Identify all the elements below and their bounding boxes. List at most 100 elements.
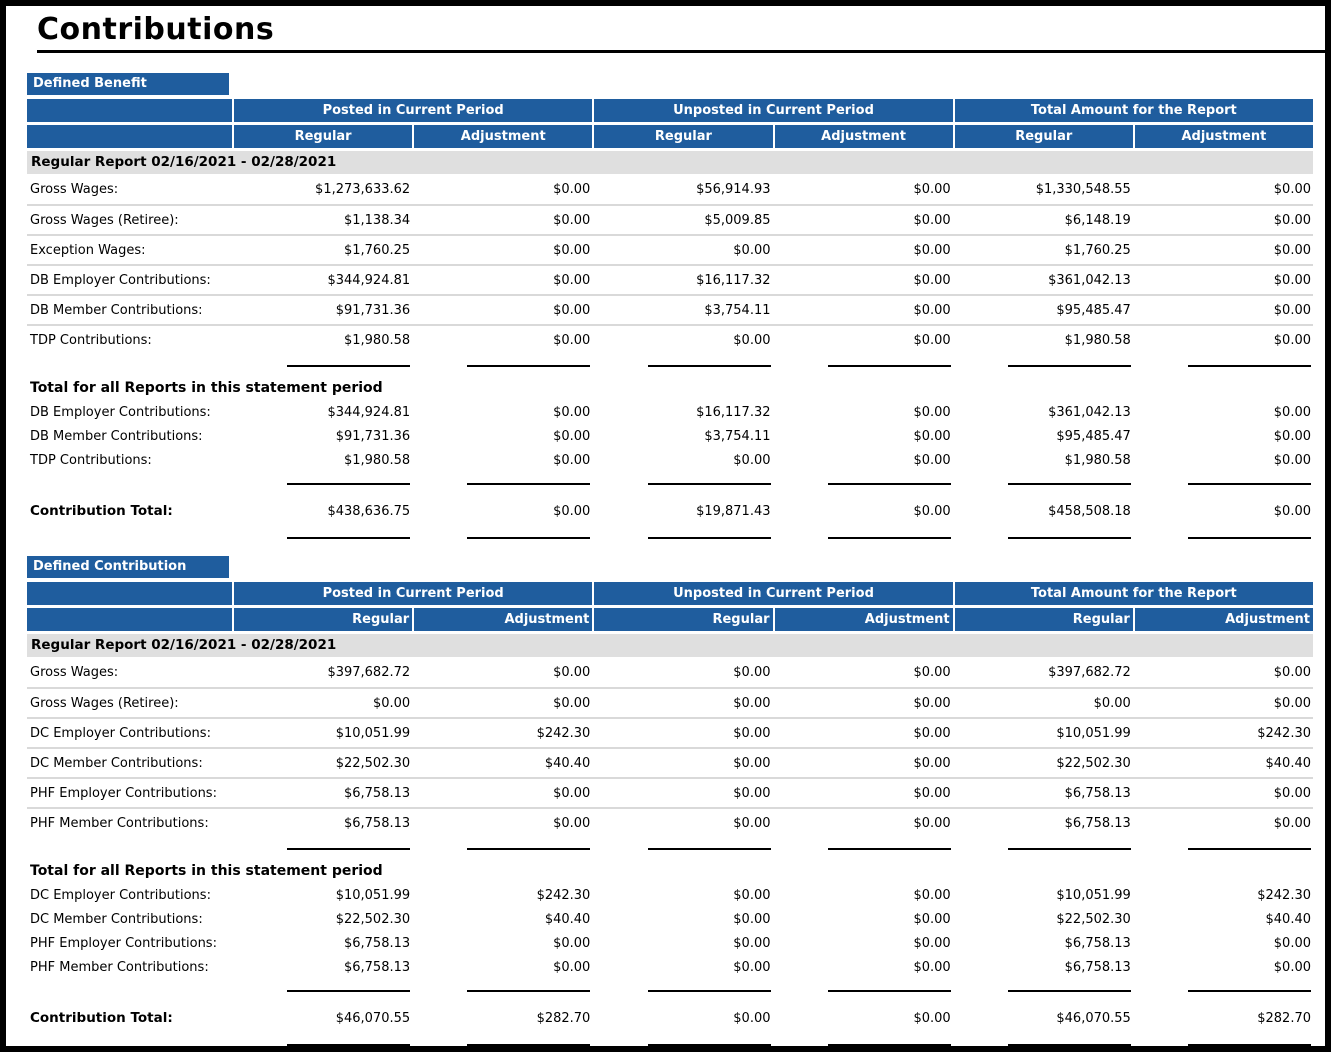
header-blank-cell (27, 582, 232, 605)
amount-cell: $0.00 (1273, 935, 1311, 951)
amount-cell: $0.00 (1273, 664, 1311, 680)
column-subheader: Adjustment (774, 608, 953, 631)
amount-cell: $46,070.55 (335, 1010, 411, 1026)
amount-cell: $91,731.36 (335, 428, 411, 444)
amount-cell: $0.00 (913, 272, 951, 288)
subtotal-rule-row (27, 354, 1313, 378)
amount-cell: $6,758.13 (1064, 815, 1131, 831)
amount-underline (232, 1033, 412, 1046)
amount-underline (1133, 472, 1313, 496)
column-subheader: Adjustment (414, 608, 593, 631)
header-blank-cell (27, 608, 232, 631)
amount-cell: $0.00 (1273, 428, 1311, 444)
table-row: Contribution Total: $438,636.75 $0.00 $19,8… (27, 496, 1313, 526)
row-label: Gross Wages: (30, 181, 119, 197)
amount-cell: $0.00 (913, 332, 951, 348)
amount-underline (773, 472, 953, 496)
amount-cell: $0.00 (913, 302, 951, 318)
amount-cell: $0.00 (553, 935, 591, 951)
report-period-band: Regular Report 02/16/2021 - 02/28/2021 (27, 634, 1313, 657)
amount-underline (773, 1033, 953, 1046)
row-label: DC Employer Contributions: (30, 887, 211, 903)
amount-cell: $46,070.55 (1056, 1010, 1131, 1026)
amount-cell: $0.00 (1273, 212, 1311, 228)
row-label: DB Employer Contributions: (30, 272, 211, 288)
rule-blank-cell (27, 1033, 232, 1046)
table-row: DB Employer Contributions: $344,924.81 $0.… (27, 264, 1313, 294)
amount-cell: $0.00 (372, 695, 411, 711)
amount-cell: $91,731.36 (335, 302, 411, 318)
row-label: Exception Wages: (30, 242, 146, 258)
table-header: Posted in Current Period Unposted in Cur… (27, 99, 1313, 148)
amount-cell: $0.00 (1273, 302, 1311, 318)
amount-cell: $397,682.72 (1048, 664, 1131, 680)
amount-cell: $0.00 (733, 664, 771, 680)
amount-underline (1133, 979, 1313, 1003)
section-title-bar: Defined Benefit (27, 73, 229, 95)
amount-underline (1133, 837, 1313, 861)
amount-cell: $1,273,633.62 (315, 181, 411, 197)
amount-underline (412, 1033, 592, 1046)
page-title: Contributions (37, 12, 275, 47)
report-period-band: Regular Report 02/16/2021 - 02/28/2021 (27, 151, 1313, 174)
amount-cell: $0.00 (913, 935, 951, 951)
detail-rows: Gross Wages: $397,682.72 $0.00 $0.00 $0.00 $3… (27, 657, 1313, 837)
section-title: Defined Benefit (33, 76, 147, 91)
amount-cell: $0.00 (1273, 959, 1311, 975)
amount-cell: $22,502.30 (335, 911, 411, 927)
amount-cell: $0.00 (1273, 242, 1311, 258)
amount-cell: $16,117.32 (696, 404, 771, 420)
column-subheader: Regular (594, 125, 773, 148)
row-label: TDP Contributions: (30, 452, 152, 468)
report-section: Defined Contribution Posted in Current P… (27, 556, 1313, 1046)
amount-underline (592, 979, 772, 1003)
table-row: DB Member Contributions: $91,731.36 $0.00 $… (27, 294, 1313, 324)
sections: Defined Benefit Posted in Current Period… (27, 73, 1313, 1046)
amount-underline (592, 837, 772, 861)
row-label: DB Employer Contributions: (30, 404, 211, 420)
amount-cell: $0.00 (1093, 695, 1131, 711)
table-row: DB Member Contributions: $91,731.36 $0.00 $… (27, 424, 1313, 448)
table-row: Gross Wages (Retiree): $1,138.34 $0.00 $5,0… (27, 204, 1313, 234)
amount-cell: $0.00 (913, 428, 951, 444)
amount-cell: $361,042.13 (1048, 272, 1131, 288)
amount-cell: $6,758.13 (1064, 935, 1131, 951)
amount-cell: $0.00 (553, 272, 591, 288)
column-subheader: Adjustment (1134, 125, 1313, 148)
report-section: Defined Benefit Posted in Current Period… (27, 73, 1313, 550)
table-row: DC Member Contributions: $22,502.30 $40.40… (27, 747, 1313, 777)
row-label: PHF Member Contributions: (30, 959, 209, 975)
amount-cell: $40.40 (1265, 755, 1312, 771)
totals-heading: Total for all Reports in this statement … (30, 863, 383, 879)
amount-cell: $397,682.72 (327, 664, 411, 680)
column-subheader: Adjustment (774, 125, 953, 148)
row-label: PHF Employer Contributions: (30, 785, 217, 801)
amount-cell: $22,502.30 (1056, 911, 1131, 927)
amount-cell: $0.00 (913, 452, 951, 468)
column-group-header: Posted in Current Period (234, 99, 593, 122)
amount-cell: $0.00 (1273, 181, 1311, 197)
amount-cell: $0.00 (733, 695, 771, 711)
amount-cell: $0.00 (553, 959, 591, 975)
amount-cell: $22,502.30 (335, 755, 411, 771)
amount-cell: $0.00 (913, 785, 951, 801)
amount-cell: $1,980.58 (343, 332, 411, 348)
amount-cell: $16,117.32 (696, 272, 771, 288)
amount-cell: $0.00 (1273, 503, 1311, 519)
rule-blank-cell (27, 526, 232, 550)
subtotal-rule-row (27, 472, 1313, 496)
amount-underline (1133, 526, 1313, 550)
amount-cell: $40.40 (544, 911, 591, 927)
amount-cell: $0.00 (913, 755, 951, 771)
amount-cell: $40.40 (544, 755, 591, 771)
amount-underline (1133, 354, 1313, 378)
row-label: Gross Wages (Retiree): (30, 212, 179, 228)
row-label: DB Member Contributions: (30, 428, 203, 444)
amount-cell: $0.00 (553, 428, 591, 444)
amount-underline (773, 526, 953, 550)
row-label: Gross Wages (Retiree): (30, 695, 179, 711)
amount-underline (773, 354, 953, 378)
row-label: PHF Employer Contributions: (30, 935, 217, 951)
amount-cell: $6,758.13 (343, 935, 411, 951)
amount-underline (773, 837, 953, 861)
